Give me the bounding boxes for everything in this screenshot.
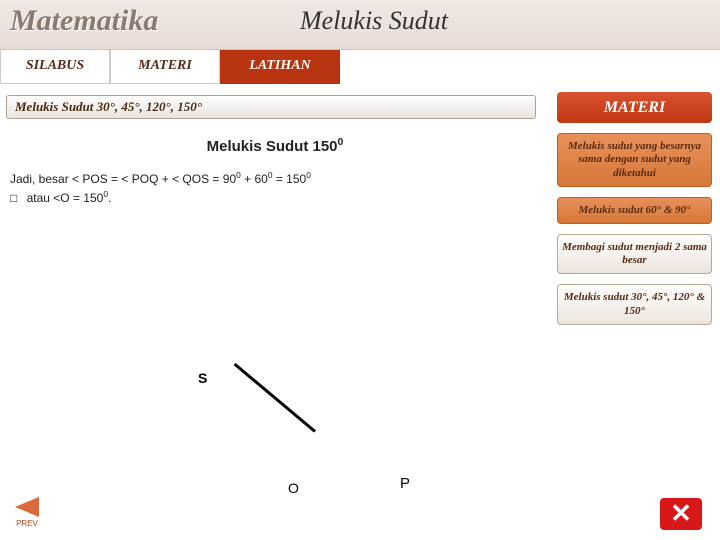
line1-pre: Jadi, besar < POS = < POQ + < QOS = 90 — [10, 172, 236, 186]
tab-materi[interactable]: MATERI — [110, 50, 220, 84]
breadcrumb: Melukis Sudut 30°, 45°, 120°, 150° — [6, 95, 536, 119]
header-bar: Matematika Melukis Sudut — [0, 0, 720, 50]
diagram-label-o: O — [288, 480, 299, 496]
content-line-1: Jadi, besar < POS = < POQ + < QOS = 900 … — [10, 169, 540, 188]
angle-diagram — [200, 390, 380, 480]
line1-mid: + 60 — [241, 172, 268, 186]
bullet-icon: □ — [10, 191, 17, 205]
content-line-2: □ atau <O = 1500. — [10, 188, 540, 207]
tab-latihan[interactable]: LATIHAN — [220, 50, 340, 84]
sidebar-item-2[interactable]: Melukis sudut 60° & 90° — [557, 197, 712, 224]
diagram-label-s: S — [198, 370, 207, 386]
heading-sup: 0 — [338, 136, 344, 148]
page-title: Melukis Sudut — [300, 6, 448, 36]
line1-sup3: 0 — [306, 170, 311, 180]
sidebar: MATERI Melukis sudut yang besarnya sama … — [557, 92, 712, 335]
diagram-label-p: P — [400, 475, 410, 492]
line2-text: atau <O = 150 — [27, 191, 104, 205]
sidebar-item-4[interactable]: Melukis sudut 30°, 45°, 120° & 150° — [557, 284, 712, 324]
diagram-line-so — [234, 363, 316, 433]
line1-post: = 150 — [273, 172, 307, 186]
close-button[interactable]: ✕ — [660, 498, 702, 530]
main-content: Melukis Sudut 1500 Jadi, besar < POS = <… — [10, 130, 540, 207]
tab-silabus[interactable]: SILABUS — [0, 50, 110, 84]
prev-label: PREV — [2, 519, 52, 528]
heading-text: Melukis Sudut 150 — [207, 138, 338, 155]
nav-tabs: SILABUS MATERI LATIHAN — [0, 50, 720, 84]
arrow-left-icon — [15, 497, 39, 517]
prev-button[interactable]: PREV — [2, 497, 52, 528]
app-logo: Matematika — [10, 4, 158, 38]
line2-sup: 0 — [103, 189, 108, 199]
sidebar-item-1[interactable]: Melukis sudut yang besarnya sama dengan … — [557, 133, 712, 187]
content-heading: Melukis Sudut 1500 — [10, 136, 540, 155]
sidebar-heading-materi[interactable]: MATERI — [557, 92, 712, 123]
sidebar-item-3[interactable]: Membagi sudut menjadi 2 sama besar — [557, 234, 712, 274]
content-body: Jadi, besar < POS = < POQ + < QOS = 900 … — [10, 169, 540, 207]
